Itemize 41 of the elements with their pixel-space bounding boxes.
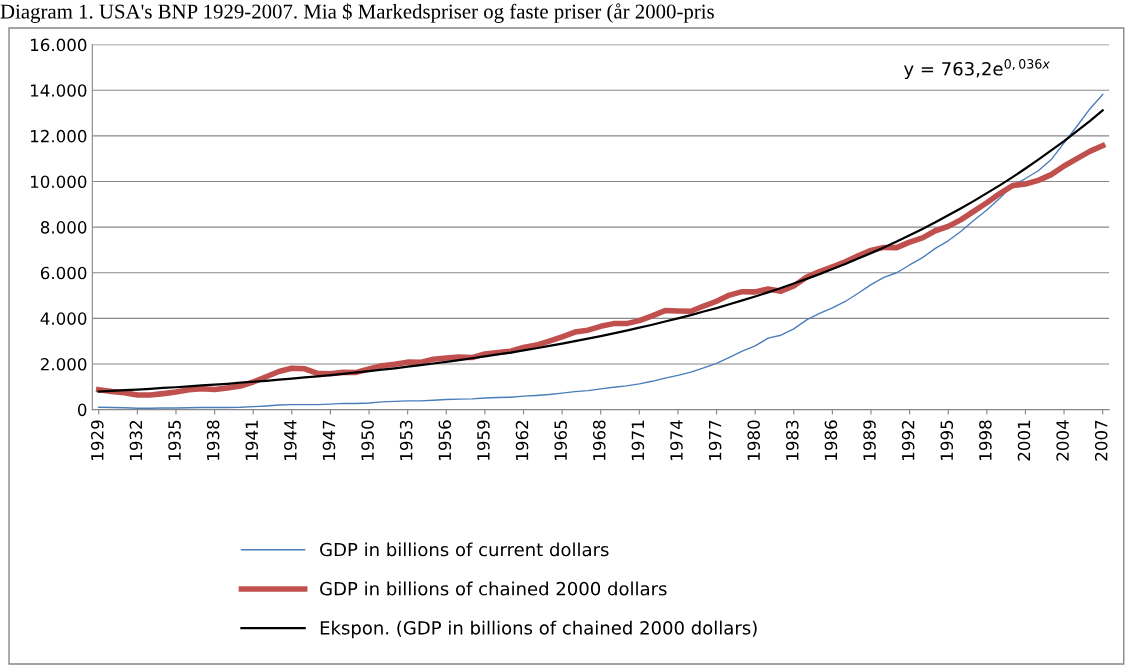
- x-tick-label: 1944: [284, 420, 297, 460]
- x-tick-label: 1941: [245, 420, 259, 460]
- annotation: y = 763,2e$^{0,036x}$: [903, 59, 1050, 80]
- x-tick-label: 1938: [206, 420, 220, 460]
- x-tick-label: 2001: [1017, 420, 1031, 461]
- y-tick-label: 16.000: [30, 38, 87, 52]
- x-tick-label: 1989: [863, 420, 876, 460]
- x-tick-label: 2004: [1056, 420, 1069, 461]
- x-tick-label: 2007: [1094, 420, 1108, 461]
- x-tick-label: 1929: [91, 420, 104, 460]
- x-tick-label: 1974: [670, 420, 683, 460]
- x-tick-label: 1950: [361, 420, 374, 460]
- y-tick-label: 8.000: [40, 221, 87, 234]
- x-tick-label: 1968: [592, 420, 606, 460]
- x-tick-label: 1959: [477, 420, 490, 460]
- x-tick-label: 1965: [554, 420, 567, 460]
- x-tick-label: 1935: [168, 420, 181, 460]
- x-tick-label: 1971: [631, 420, 645, 460]
- x-tick-label: 1953: [399, 420, 413, 460]
- y-tick-label: 4.000: [40, 312, 87, 325]
- y-tick-label: 14.000: [30, 84, 87, 97]
- y-tick-label: 0: [77, 403, 87, 417]
- y-tick-label: 2.000: [40, 357, 87, 371]
- x-tick-label: 1986: [824, 420, 838, 460]
- x-tick-label: 1992: [901, 420, 915, 460]
- x-tick-label: 1998: [979, 420, 992, 460]
- y-tick-label: 6.000: [40, 266, 87, 280]
- x-tick-label: 1983: [786, 420, 799, 460]
- x-tick-label: 1956: [438, 420, 452, 460]
- x-tick-label: 1980: [747, 420, 760, 460]
- chart-title: Diagram 1. USA's BNP 1929-2007. Mia $ Markedspriser og faste priser (år 2000-pris: [0, 3, 714, 23]
- legend-label: Ekspon. (GDP in billions of chained 2000 dollars): [320, 620, 757, 639]
- legend-label: GDP in billions of chained 2000 dollars: [320, 581, 667, 596]
- x-tick-label: 1977: [708, 420, 722, 460]
- y-tick-label: 10.000: [30, 175, 87, 189]
- legend-label: GDP in billions of current dollars: [320, 542, 609, 557]
- x-tick-label: 1962: [515, 420, 529, 460]
- x-tick-label: 1932: [129, 420, 143, 460]
- x-tick-label: 1947: [322, 420, 336, 460]
- x-tick-label: 1995: [940, 420, 954, 460]
- y-tick-label: 12.000: [30, 129, 87, 143]
